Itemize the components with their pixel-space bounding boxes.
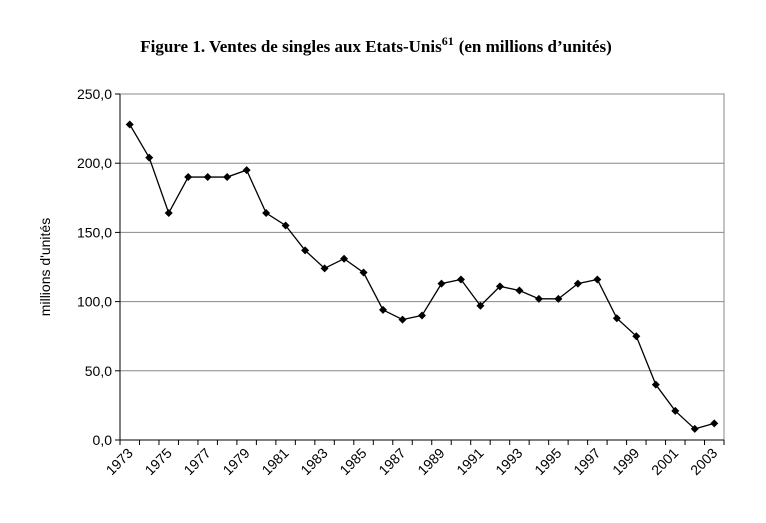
data-marker: [145, 153, 154, 162]
y-tick-label: 50,0: [85, 363, 112, 379]
data-marker: [398, 315, 407, 324]
x-tick-label: 1981: [258, 445, 291, 478]
x-tick-label: 1979: [219, 445, 252, 478]
x-tick-label: 1989: [414, 445, 447, 478]
data-marker: [125, 120, 134, 129]
y-axis-label: millions d'unités: [37, 218, 53, 316]
x-tick-label: 1997: [570, 445, 603, 478]
data-marker: [534, 294, 543, 303]
title-suffix: (en millions d’unités): [459, 37, 612, 56]
data-marker: [632, 332, 641, 341]
data-marker: [476, 301, 485, 310]
y-tick-label: 250,0: [77, 86, 112, 102]
data-marker: [164, 209, 173, 218]
data-marker: [651, 380, 660, 389]
data-marker: [573, 279, 582, 288]
data-marker: [437, 279, 446, 288]
x-tick-label: 1999: [609, 445, 642, 478]
data-line: [129, 124, 715, 430]
data-marker: [690, 424, 699, 433]
x-tick-label: 1977: [180, 445, 213, 478]
data-marker: [359, 268, 368, 277]
x-tick-label: 2003: [687, 445, 720, 478]
data-marker: [418, 311, 426, 320]
data-marker: [203, 173, 212, 182]
title-main: Figure 1. Ventes de singles aux Etats-Un…: [140, 37, 442, 56]
data-marker: [495, 282, 504, 291]
y-tick-label: 150,0: [77, 224, 112, 240]
x-tick-label: 1987: [375, 445, 408, 478]
data-marker: [593, 275, 602, 284]
data-marker: [554, 294, 563, 303]
data-marker: [301, 246, 310, 255]
data-marker: [184, 173, 193, 182]
data-marker: [515, 286, 524, 295]
x-tick-label: 1995: [531, 445, 564, 478]
x-tick-label: 1993: [492, 445, 525, 478]
data-marker: [379, 305, 388, 314]
data-marker: [320, 264, 329, 273]
data-marker: [456, 275, 465, 284]
x-tick-label: 2001: [648, 445, 681, 478]
data-marker: [710, 419, 719, 428]
x-tick-label: 1983: [297, 445, 330, 478]
chart-title: Figure 1. Ventes de singles aux Etats-Un…: [140, 34, 612, 56]
data-marker: [242, 166, 251, 175]
data-marker: [612, 314, 621, 323]
data-marker: [340, 254, 349, 263]
x-tick-label: 1985: [336, 445, 369, 478]
x-tick-label: 1973: [103, 445, 136, 478]
data-marker: [262, 209, 271, 218]
y-tick-label: 200,0: [77, 155, 112, 171]
x-tick-label: 1975: [141, 445, 174, 478]
y-tick-label: 100,0: [77, 294, 112, 310]
data-marker: [671, 406, 680, 415]
data-marker: [281, 221, 290, 230]
plot-border: [119, 93, 725, 441]
data-marker: [223, 173, 232, 182]
x-tick-label: 1991: [453, 445, 486, 478]
title-superscript: 61: [442, 34, 454, 48]
y-tick-label: 0,0: [93, 432, 113, 448]
